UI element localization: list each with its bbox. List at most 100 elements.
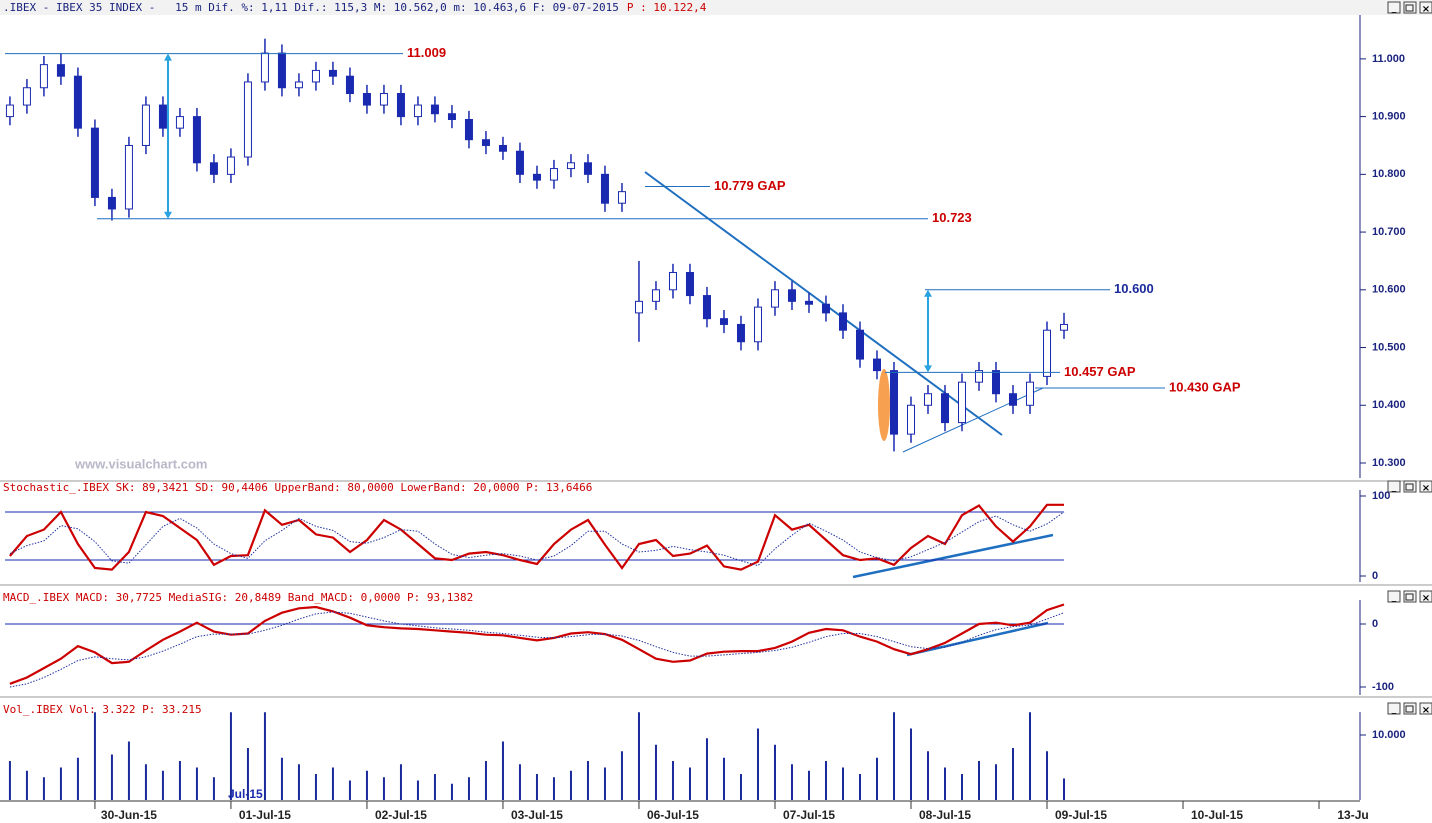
x-tick-label: 07-Jul-15 bbox=[783, 808, 835, 822]
window-button-icon bbox=[1405, 4, 1414, 12]
candle-body bbox=[668, 271, 677, 291]
volume-bar bbox=[348, 780, 351, 800]
volume-bar bbox=[909, 728, 912, 800]
window-button[interactable] bbox=[1387, 702, 1401, 715]
window-buttons: _ × _ × _ × _ × bbox=[1387, 1, 1432, 716]
candle-body bbox=[396, 93, 405, 118]
candle-body bbox=[260, 52, 269, 83]
volume-bar bbox=[688, 767, 691, 800]
y-tick-label: 10.000 bbox=[1372, 729, 1406, 741]
candle-body bbox=[226, 156, 235, 175]
candle-body bbox=[345, 75, 354, 95]
candle-body bbox=[702, 295, 711, 320]
candle-body bbox=[906, 404, 915, 435]
x-tick-label: 06-Jul-15 bbox=[647, 808, 699, 822]
candle-body bbox=[430, 104, 439, 115]
y-tick-label: 10.900 bbox=[1372, 111, 1406, 123]
candle-body bbox=[634, 300, 643, 314]
highlight bbox=[878, 369, 890, 441]
volume-bar bbox=[382, 777, 385, 800]
volume-bar bbox=[961, 773, 964, 800]
candle-body bbox=[498, 144, 507, 152]
window-button[interactable] bbox=[1419, 1, 1432, 14]
window-button[interactable] bbox=[1403, 1, 1417, 14]
window-button-icon: × bbox=[1422, 4, 1430, 15]
candle-body bbox=[804, 300, 813, 305]
volume-bar bbox=[671, 760, 674, 800]
volume-bar bbox=[399, 764, 402, 800]
window-button[interactable] bbox=[1403, 480, 1417, 493]
volume-bar bbox=[365, 770, 368, 800]
level-label: 10.457 GAP bbox=[1064, 364, 1136, 379]
y-tick-label: 0 bbox=[1372, 570, 1378, 582]
candle-body bbox=[617, 191, 626, 204]
window-button[interactable] bbox=[1387, 480, 1401, 493]
window-button[interactable] bbox=[1419, 702, 1432, 715]
candle-body bbox=[90, 127, 99, 198]
volume-bar bbox=[875, 757, 878, 800]
volume-bar bbox=[841, 767, 844, 800]
candle-body bbox=[22, 87, 31, 106]
level-label: 10.779 GAP bbox=[714, 178, 786, 193]
candle-body bbox=[872, 358, 881, 372]
candle-body bbox=[958, 381, 967, 424]
level-label: 10.723 bbox=[932, 210, 972, 225]
y-tick-label: 10.600 bbox=[1372, 284, 1406, 296]
candle-body bbox=[124, 144, 133, 210]
level-label: 11.009 bbox=[407, 45, 446, 60]
y-tick-label: -100 bbox=[1372, 681, 1394, 693]
candle-body bbox=[362, 93, 371, 106]
candle-body bbox=[975, 370, 984, 383]
x-tick-label: 02-Jul-15 bbox=[375, 808, 427, 822]
volume-bar bbox=[144, 764, 147, 800]
window-button-icon bbox=[1405, 593, 1414, 601]
volume-bar bbox=[314, 773, 317, 800]
candle-body bbox=[158, 104, 167, 129]
candle-body bbox=[600, 173, 609, 204]
window-button[interactable] bbox=[1419, 480, 1432, 493]
volume-bar bbox=[212, 777, 215, 800]
candle-body bbox=[651, 289, 660, 302]
series-line bbox=[9, 603, 1065, 685]
volume-bar bbox=[59, 767, 62, 800]
volume-bar bbox=[535, 773, 538, 800]
y-tick-label: 100 bbox=[1372, 490, 1390, 502]
level-label: 10.600 bbox=[1114, 281, 1154, 296]
window-button[interactable] bbox=[1419, 590, 1432, 603]
candle-body bbox=[549, 168, 558, 181]
volume-bar bbox=[790, 764, 793, 800]
volume-bar bbox=[195, 767, 198, 800]
volume-bar bbox=[280, 757, 283, 800]
panel-title: MACD_.IBEX MACD: 30,7725 MediaSIG: 20,84… bbox=[3, 591, 473, 604]
series-line bbox=[9, 611, 1065, 688]
volume-bar bbox=[8, 760, 11, 800]
candle-body bbox=[532, 173, 541, 181]
window-button-icon: × bbox=[1422, 483, 1430, 494]
window-button[interactable] bbox=[1403, 702, 1417, 715]
volume-bar bbox=[297, 764, 300, 800]
window-button[interactable] bbox=[1403, 590, 1417, 603]
volume-bar bbox=[654, 744, 657, 800]
x-tick-label: 09-Jul-15 bbox=[1055, 808, 1107, 822]
window-button[interactable] bbox=[1387, 1, 1401, 14]
candle-body bbox=[277, 52, 286, 89]
y-tick-label: 11.000 bbox=[1372, 53, 1405, 65]
volume-bar bbox=[25, 770, 28, 800]
candle-body bbox=[209, 162, 218, 175]
candle-body bbox=[821, 303, 830, 314]
volume-bar bbox=[161, 770, 164, 800]
volume-bar bbox=[620, 751, 623, 800]
candle-body bbox=[328, 69, 337, 77]
candle-body bbox=[1060, 323, 1069, 331]
header-price: P : 10.122,4 bbox=[627, 1, 707, 14]
candle-body bbox=[719, 318, 728, 325]
candle-body bbox=[464, 118, 473, 141]
volume-bar bbox=[246, 747, 249, 800]
volume-bar bbox=[93, 712, 96, 800]
y-tick-label: 0 bbox=[1372, 618, 1378, 630]
arrow-head bbox=[164, 53, 172, 61]
window-button[interactable] bbox=[1387, 590, 1401, 603]
header-info: .IBEX - IBEX 35 INDEX - 15 m Dif. %: 1,1… bbox=[3, 1, 707, 14]
volume-bar bbox=[569, 770, 572, 800]
volume-bar bbox=[1029, 712, 1032, 800]
